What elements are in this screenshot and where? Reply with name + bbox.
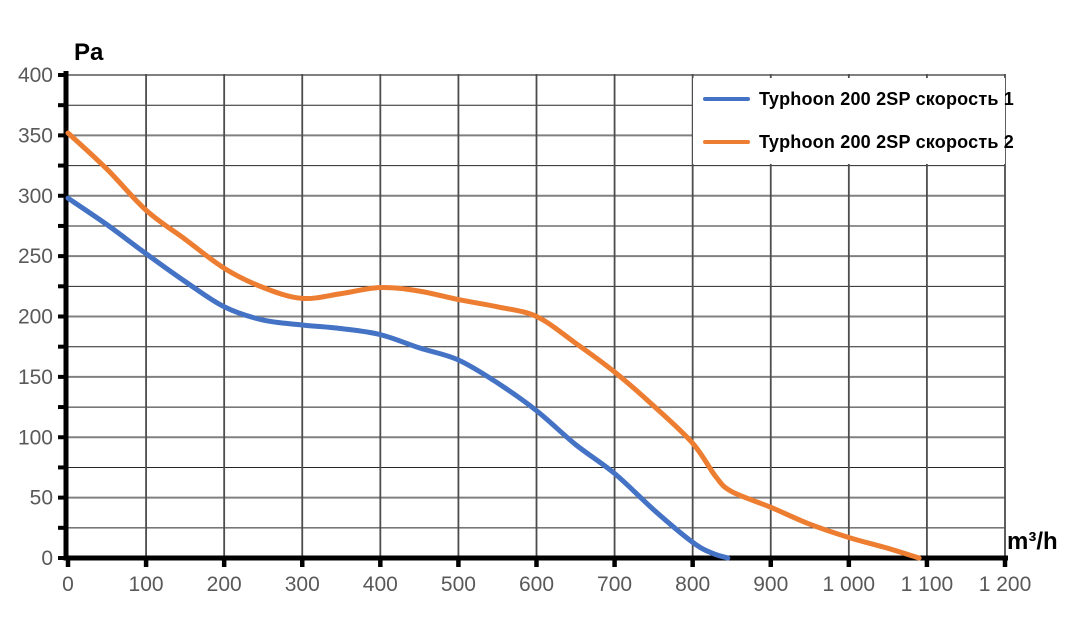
x-tick-label: 1 000 xyxy=(823,573,876,596)
x-tick-label: 200 xyxy=(207,573,242,596)
x-tick-label: 1 100 xyxy=(901,573,954,596)
x-tick-label: 600 xyxy=(519,573,554,596)
series-line-speed-2 xyxy=(65,130,922,561)
y-tick-label: 200 xyxy=(18,306,53,329)
legend-item-speed-1: Typhoon 200 2SP скорость 1 xyxy=(703,89,1014,109)
x-tick-label: 800 xyxy=(675,573,710,596)
x-tick-label: 300 xyxy=(285,573,320,596)
x-tick-label: 400 xyxy=(363,573,398,596)
legend-label-speed-2: Typhoon 200 2SP скорость 2 xyxy=(759,131,1015,152)
legend-item-speed-2: Typhoon 200 2SP скорость 2 xyxy=(703,132,1014,152)
x-tick-label: 700 xyxy=(597,573,632,596)
series-line-speed-1 xyxy=(65,195,731,561)
y-tick-label: 150 xyxy=(18,366,53,389)
y-tick-label: 350 xyxy=(18,124,53,147)
x-tick-label: 900 xyxy=(753,573,788,596)
y-tick-label: 100 xyxy=(18,426,53,449)
y-axis-unit-label: Pa xyxy=(74,39,104,66)
x-tick-label: 0 xyxy=(62,573,74,596)
y-tick-label: 0 xyxy=(41,547,53,570)
legend: Typhoon 200 2SP скорость 1 Typhoon 200 2… xyxy=(693,78,1014,164)
y-tick-label: 250 xyxy=(18,245,53,268)
x-tick-label: 500 xyxy=(441,573,476,596)
y-tick-label: 50 xyxy=(30,487,53,510)
legend-label-speed-1: Typhoon 200 2SP скорость 1 xyxy=(759,88,1015,109)
x-tick-label: 100 xyxy=(129,573,164,596)
legend-line-swatch-speed-2 xyxy=(703,140,750,144)
x-axis-unit-label: m³/h xyxy=(1007,528,1058,555)
y-tick-label: 400 xyxy=(18,64,53,87)
x-tick-label: 1 200 xyxy=(979,573,1032,596)
legend-line-swatch-speed-1 xyxy=(703,97,750,101)
y-tick-label: 300 xyxy=(18,185,53,208)
